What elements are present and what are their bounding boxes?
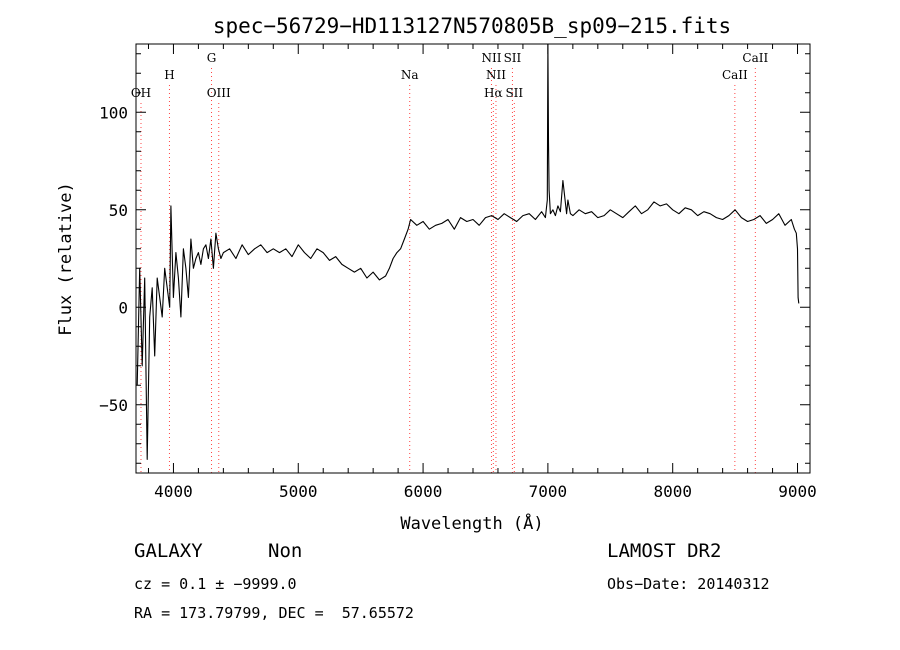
x-tick-label: 5000 <box>279 482 318 501</box>
plot-frame <box>135 43 811 474</box>
spectral-line-label: Na <box>401 68 419 82</box>
x-tick-label: 8000 <box>653 482 692 501</box>
redshift-value: cz = 0.1 ± −9999.0 <box>134 575 297 593</box>
spectral-line-label: G <box>207 51 217 65</box>
spectral-line-label: CaII <box>722 68 748 82</box>
spectral-line-label: SII <box>504 51 522 65</box>
x-tick-label: 9000 <box>778 482 817 501</box>
chart-title: spec−56729−HD113127N570805B_sp09−215.fit… <box>213 14 731 38</box>
spectral-line-label: SII <box>505 86 523 100</box>
spectrum-line <box>136 43 800 460</box>
x-axis-label: Wavelength (Å) <box>400 512 543 534</box>
x-tick-label: 4000 <box>154 482 193 501</box>
spectral-line-label: NII <box>486 68 506 82</box>
object-subclass: Non <box>268 540 303 562</box>
spectral-line-label: OIII <box>207 86 231 100</box>
y-axis-label: Flux (relative) <box>56 182 76 336</box>
spectral-line-label: CaII <box>742 51 768 65</box>
spectral-line-label: Hα <box>484 86 503 100</box>
coordinates: RA = 173.79799, DEC = 57.65572 <box>134 604 414 622</box>
axes-layer: 4000 5000 6000 7000 8000 9000 −50 0 50 100 <box>99 43 817 501</box>
x-tick-label: 6000 <box>404 482 443 501</box>
series-layer <box>136 43 800 460</box>
survey-name: LAMOST DR2 <box>607 540 722 562</box>
observation-date: Obs−Date: 20140312 <box>607 575 770 593</box>
spectral-line-label: NII <box>481 51 501 65</box>
spectral-line-label: H <box>164 68 174 82</box>
x-tick-label: 7000 <box>529 482 568 501</box>
y-tick-label: 50 <box>109 201 128 220</box>
object-class: GALAXY <box>134 540 203 562</box>
y-tick-label: −50 <box>99 396 128 415</box>
y-tick-label: 100 <box>99 103 128 122</box>
y-tick-label: 0 <box>118 298 128 317</box>
